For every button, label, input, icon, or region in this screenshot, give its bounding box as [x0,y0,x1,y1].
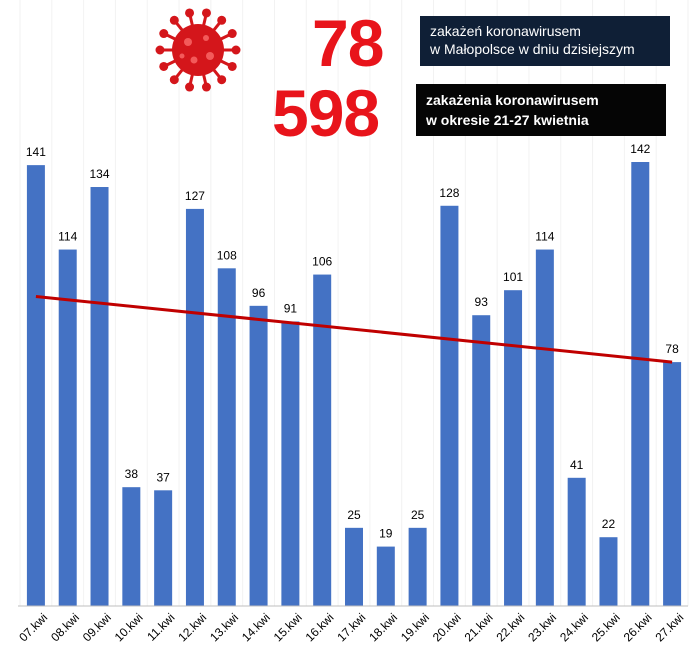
bar-20.kwi [440,205,459,606]
bar-12.kwi [185,208,204,606]
value-label: 114 [58,230,77,244]
x-tick-label: 10.kwi [112,610,146,644]
x-tick-label: 21.kwi [462,610,496,644]
bar-21.kwi [472,315,491,606]
bar-14.kwi [249,305,268,606]
today-caption-line1: zakażeń koronawirusem [430,23,581,39]
coronavirus-icon [155,8,241,92]
x-tick-label: 15.kwi [271,610,305,644]
bar-17.kwi [345,527,363,606]
x-tick-label: 18.kwi [366,610,400,644]
value-label: 25 [347,508,361,522]
x-tick-label: 12.kwi [175,610,209,644]
today-caption-box: zakażeń koronawirusem w Małopolsce w dni… [420,16,670,66]
bar-16.kwi [313,274,332,606]
x-tick-label: 17.kwi [334,610,368,644]
x-tick-label: 19.kwi [398,610,432,644]
bar-25.kwi [599,537,618,606]
x-tick-labels: 07.kwi08.kwi09.kwi10.kwi11.kwi12.kwi13.k… [16,610,686,644]
bar-11.kwi [154,490,173,606]
bar-27.kwi [663,362,682,606]
x-tick-label: 14.kwi [239,610,273,644]
x-tick-label: 22.kwi [493,610,527,644]
today-cases-number: 78 [312,6,384,80]
x-tick-label: 09.kwi [80,610,114,644]
value-label: 108 [217,248,237,262]
x-tick-label: 24.kwi [557,610,591,644]
bar-18.kwi [376,546,395,606]
x-tick-label: 23.kwi [525,610,559,644]
value-label: 106 [312,255,332,269]
week-caption-line1: zakażenia koronawirusem [426,92,599,108]
value-label: 37 [156,470,170,484]
value-label: 38 [125,467,139,481]
today-caption-line2: w Małopolsce w dniu dzisiejszym [430,41,635,57]
bar-22.kwi [504,290,523,606]
value-label: 128 [439,186,459,200]
value-label: 127 [185,189,205,203]
value-label: 41 [570,458,584,472]
value-label: 96 [252,286,266,300]
x-tick-label: 26.kwi [621,610,655,644]
bars [26,162,682,606]
value-label: 142 [630,142,650,156]
week-caption-line2: w okresie 21-27 kwietnia [426,112,589,128]
value-label: 101 [503,270,523,284]
value-label: 114 [535,230,554,244]
value-label: 134 [90,167,110,181]
x-tick-label: 13.kwi [207,610,241,644]
bar-08.kwi [58,249,77,606]
value-label: 78 [665,342,679,356]
x-tick-label: 07.kwi [16,610,50,644]
x-tick-label: 16.kwi [303,610,337,644]
value-labels: 141 114 134 38 37 127 108 96 91 106 25 19 25 128 93 101… [26,142,679,541]
value-label: 91 [284,301,298,315]
trend-line [35,294,673,364]
bar-13.kwi [217,268,236,606]
x-tick-label: 11.kwi [144,610,177,643]
x-tick-label: 25.kwi [589,610,623,644]
value-label: 93 [475,295,489,309]
week-cases-number: 598 [272,76,380,150]
value-label: 141 [26,145,46,159]
bar-10.kwi [122,487,141,606]
bar-07.kwi [26,165,45,606]
bar-19.kwi [408,527,427,606]
week-caption-box: zakażenia koronawirusem w okresie 21-27 … [416,84,666,136]
bar-24.kwi [567,477,586,606]
x-tick-label: 08.kwi [48,610,82,644]
value-label: 25 [411,508,425,522]
x-tick-label: 27.kwi [652,610,686,644]
bar-26.kwi [631,162,650,606]
value-label: 19 [379,527,393,541]
bar-09.kwi [90,187,109,606]
bar-23.kwi [535,249,554,606]
value-label: 22 [602,517,616,531]
x-tick-label: 20.kwi [430,610,464,644]
gridlines [19,0,689,606]
bar-15.kwi [281,321,300,606]
